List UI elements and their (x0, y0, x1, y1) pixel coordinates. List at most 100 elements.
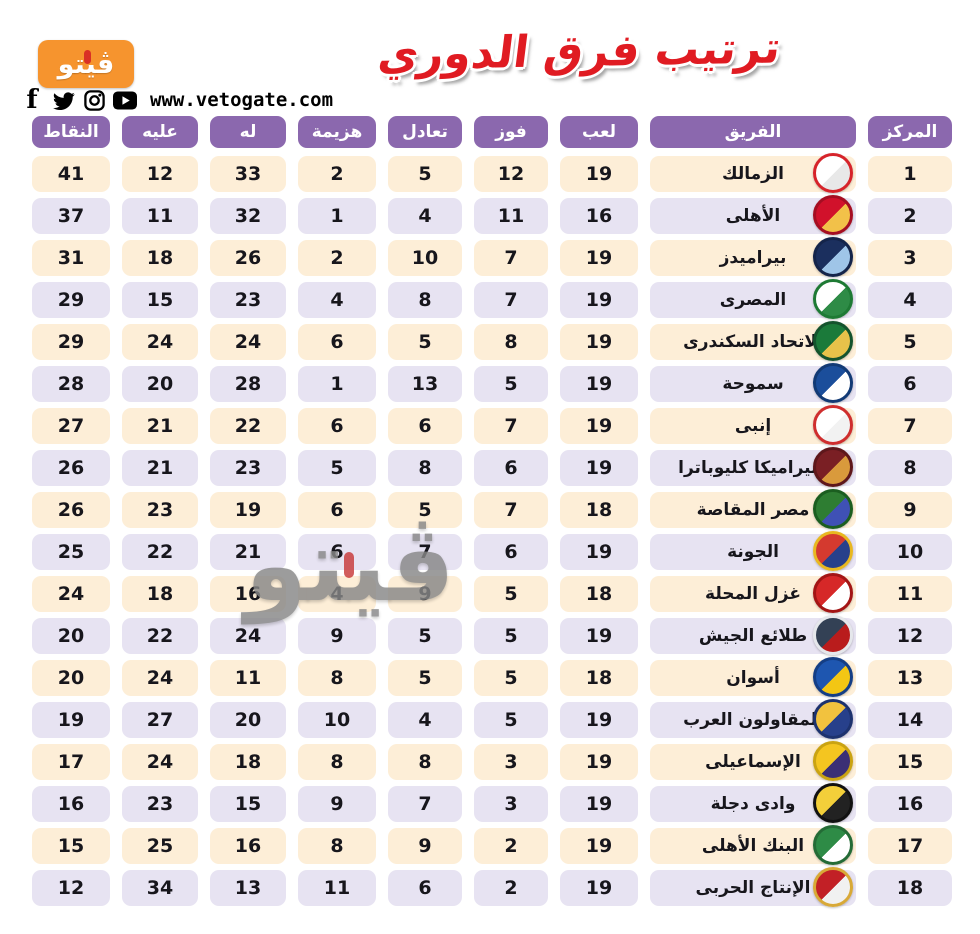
team-logo (813, 321, 853, 361)
goals_for-cell: 16 (210, 828, 286, 864)
goals_for-cell: 23 (210, 282, 286, 318)
position-cell: 11 (868, 576, 952, 612)
points-cell: 20 (32, 660, 110, 696)
points-cell: 25 (32, 534, 110, 570)
column-header-played: لعب (560, 116, 638, 148)
veto-logo: ڤيتو (38, 40, 134, 88)
position-cell: 10 (868, 534, 952, 570)
played-cell: 19 (560, 240, 638, 276)
goals_for-cell: 15 (210, 786, 286, 822)
team-cell: طلائع الجيش (650, 615, 856, 655)
goals_against-cell: 23 (122, 492, 198, 528)
wins-cell: 3 (474, 786, 548, 822)
goals_for-cell: 24 (210, 324, 286, 360)
draws-cell: 9 (388, 828, 462, 864)
team-name: طلائع الجيش (698, 626, 808, 646)
youtube-icon[interactable] (113, 88, 137, 112)
team-logo (813, 741, 853, 781)
wins-cell: 7 (474, 282, 548, 318)
draws-cell: 8 (388, 282, 462, 318)
team-cell: الاتحاد السكندرى (650, 321, 856, 361)
played-cell: 19 (560, 408, 638, 444)
team-logo (813, 573, 853, 613)
played-cell: 19 (560, 828, 638, 864)
wins-cell: 12 (474, 156, 548, 192)
draws-cell: 10 (388, 240, 462, 276)
played-cell: 18 (560, 660, 638, 696)
draws-cell: 6 (388, 408, 462, 444)
draws-cell: 5 (388, 156, 462, 192)
goals_against-cell: 24 (122, 660, 198, 696)
played-cell: 19 (560, 282, 638, 318)
points-cell: 20 (32, 618, 110, 654)
draws-cell: 4 (388, 198, 462, 234)
team-logo (813, 447, 853, 487)
goals_for-cell: 28 (210, 366, 286, 402)
team-logo (813, 657, 853, 697)
table-body: 1 الزمالك 19 12 5 2 33 12 41 2 الأهلى 16 11 4 1 32 11 37 3… (28, 153, 952, 907)
played-cell: 19 (560, 450, 638, 486)
team-name: البنك الأهلى (701, 836, 805, 856)
goals_against-cell: 15 (122, 282, 198, 318)
team-name: إنبى (734, 416, 772, 436)
team-logo (813, 279, 853, 319)
team-cell: مصر المقاصة (650, 489, 856, 529)
losses-cell: 6 (298, 408, 376, 444)
team-cell: الجونة (650, 531, 856, 571)
team-cell: الزمالك (650, 153, 856, 193)
facebook-icon[interactable]: f (26, 85, 38, 115)
losses-cell: 4 (298, 282, 376, 318)
position-cell: 1 (868, 156, 952, 192)
wins-cell: 3 (474, 744, 548, 780)
played-cell: 19 (560, 534, 638, 570)
twitter-icon[interactable] (51, 88, 75, 112)
points-cell: 26 (32, 450, 110, 486)
goals_for-cell: 11 (210, 660, 286, 696)
position-cell: 4 (868, 282, 952, 318)
draws-cell: 7 (388, 534, 462, 570)
team-cell: المقاولون العرب (650, 699, 856, 739)
wins-cell: 8 (474, 324, 548, 360)
team-name: الاتحاد السكندرى (683, 332, 823, 352)
points-cell: 12 (32, 870, 110, 906)
played-cell: 19 (560, 870, 638, 906)
goals_for-cell: 21 (210, 534, 286, 570)
points-cell: 24 (32, 576, 110, 612)
position-cell: 5 (868, 324, 952, 360)
wins-cell: 2 (474, 870, 548, 906)
played-cell: 18 (560, 492, 638, 528)
instagram-icon[interactable] (82, 88, 106, 112)
losses-cell: 2 (298, 240, 376, 276)
played-cell: 19 (560, 618, 638, 654)
team-logo (813, 195, 853, 235)
losses-cell: 8 (298, 660, 376, 696)
team-name: الإسماعيلى (705, 752, 801, 772)
column-header-losses: هزيمة (298, 116, 376, 148)
losses-cell: 9 (298, 786, 376, 822)
team-logo (813, 825, 853, 865)
points-cell: 37 (32, 198, 110, 234)
team-logo (813, 237, 853, 277)
team-name: أسوان (726, 668, 780, 688)
team-cell: الإنتاج الحربى (650, 867, 856, 907)
losses-cell: 6 (298, 534, 376, 570)
team-logo (813, 699, 853, 739)
wins-cell: 5 (474, 366, 548, 402)
played-cell: 19 (560, 324, 638, 360)
team-cell: غزل المحلة (650, 573, 856, 613)
position-cell: 13 (868, 660, 952, 696)
team-cell: الإسماعيلى (650, 741, 856, 781)
goals_against-cell: 24 (122, 324, 198, 360)
goals_against-cell: 22 (122, 534, 198, 570)
team-cell: المصرى (650, 279, 856, 319)
goals_against-cell: 21 (122, 450, 198, 486)
position-cell: 9 (868, 492, 952, 528)
points-cell: 15 (32, 828, 110, 864)
team-name: مصر المقاصة (696, 500, 810, 520)
team-logo (813, 867, 853, 907)
points-cell: 28 (32, 366, 110, 402)
website-url: www.vetogate.com (150, 89, 334, 111)
team-logo (813, 489, 853, 529)
draws-cell: 5 (388, 492, 462, 528)
played-cell: 19 (560, 366, 638, 402)
